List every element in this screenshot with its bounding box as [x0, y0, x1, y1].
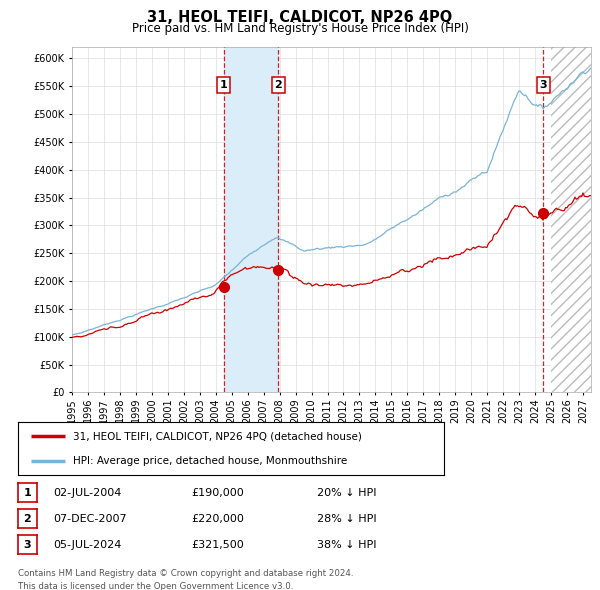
Text: 3: 3 [23, 540, 31, 549]
Bar [551, 47, 591, 392]
Text: 02-JUL-2004: 02-JUL-2004 [53, 488, 121, 497]
Text: 31, HEOL TEIFI, CALDICOT, NP26 4PQ: 31, HEOL TEIFI, CALDICOT, NP26 4PQ [148, 10, 452, 25]
Text: 2: 2 [23, 514, 31, 523]
Text: 3: 3 [539, 80, 547, 90]
Text: 20% ↓ HPI: 20% ↓ HPI [317, 488, 376, 497]
Text: 05-JUL-2024: 05-JUL-2024 [53, 540, 121, 549]
Text: £220,000: £220,000 [191, 514, 244, 523]
Text: HPI: Average price, detached house, Monmouthshire: HPI: Average price, detached house, Monm… [73, 455, 347, 466]
Text: This data is licensed under the Open Government Licence v3.0.: This data is licensed under the Open Gov… [18, 582, 293, 590]
Text: Price paid vs. HM Land Registry's House Price Index (HPI): Price paid vs. HM Land Registry's House … [131, 22, 469, 35]
Text: £321,500: £321,500 [191, 540, 244, 549]
Text: 07-DEC-2007: 07-DEC-2007 [53, 514, 127, 523]
Text: 1: 1 [23, 488, 31, 497]
Text: £190,000: £190,000 [191, 488, 244, 497]
Text: 1: 1 [220, 80, 227, 90]
Text: 2: 2 [274, 80, 282, 90]
Text: 31, HEOL TEIFI, CALDICOT, NP26 4PQ (detached house): 31, HEOL TEIFI, CALDICOT, NP26 4PQ (deta… [73, 431, 362, 441]
Text: 28% ↓ HPI: 28% ↓ HPI [317, 514, 376, 523]
Text: 38% ↓ HPI: 38% ↓ HPI [317, 540, 376, 549]
Bar [224, 47, 278, 392]
Text: Contains HM Land Registry data © Crown copyright and database right 2024.: Contains HM Land Registry data © Crown c… [18, 569, 353, 578]
